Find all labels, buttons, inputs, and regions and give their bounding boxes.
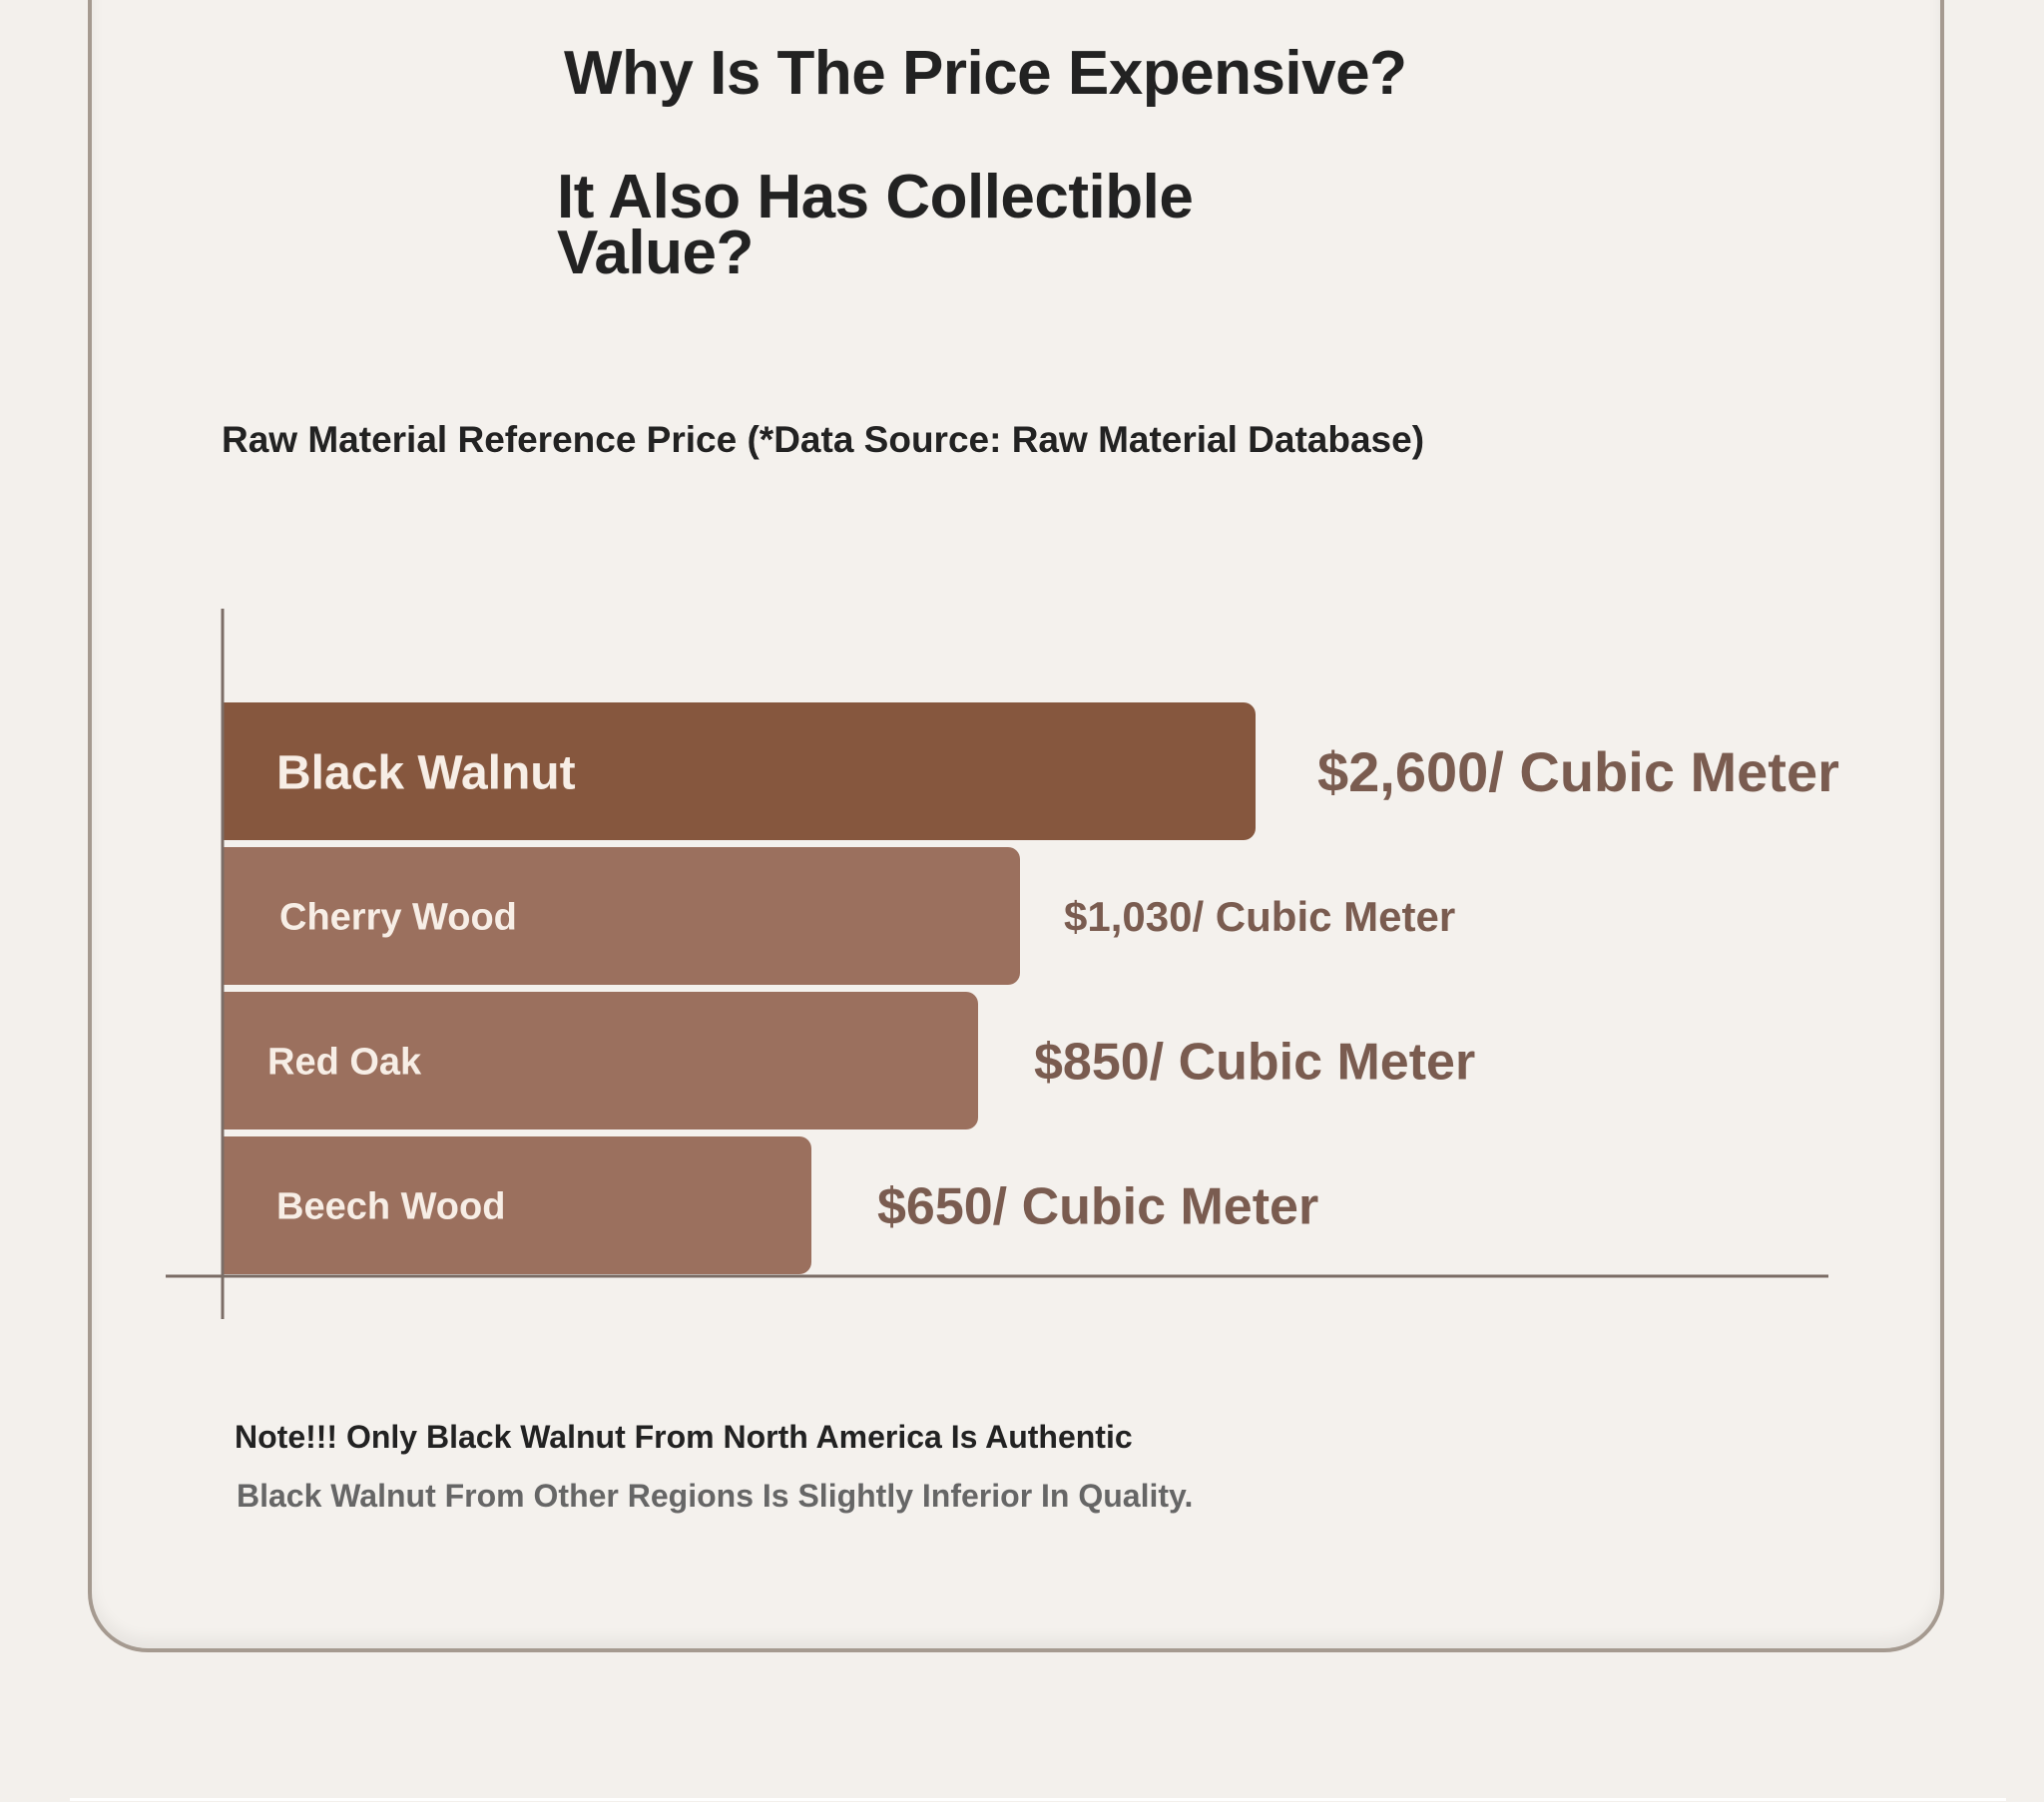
bottom-divider [70, 1798, 2006, 1801]
bar-label: Cherry Wood [279, 897, 517, 939]
page-title: Why Is The Price Expensive? [564, 39, 1407, 108]
chart-title: Raw Material Reference Price (*Data Sour… [222, 419, 1425, 460]
value-label: $1,030/ Cubic Meter [1064, 893, 1455, 940]
bar-red-oak [223, 992, 978, 1129]
bar-edge [223, 992, 243, 1129]
bar-edge [223, 1136, 243, 1274]
note-quality: Black Walnut From Other Regions Is Sligh… [237, 1478, 1194, 1514]
value-label: $650/ Cubic Meter [877, 1178, 1318, 1236]
page-subtitle: It Also Has Collectible Value? [557, 163, 1194, 287]
bar-label: Red Oak [267, 1042, 422, 1084]
value-label: $2,600/ Cubic Meter [1317, 740, 1839, 803]
note-authentic: Note!!! Only Black Walnut From North Ame… [235, 1419, 1133, 1455]
bar-label: Black Walnut [276, 746, 576, 799]
bar-label: Beech Wood [276, 1186, 505, 1228]
bar-cherry-wood [223, 847, 1020, 985]
bar-edge [223, 702, 243, 840]
bar-beech-wood [223, 1136, 811, 1274]
bar-edge [223, 847, 243, 985]
bar-black-walnut [223, 702, 1256, 840]
value-label: $850/ Cubic Meter [1034, 1034, 1475, 1092]
